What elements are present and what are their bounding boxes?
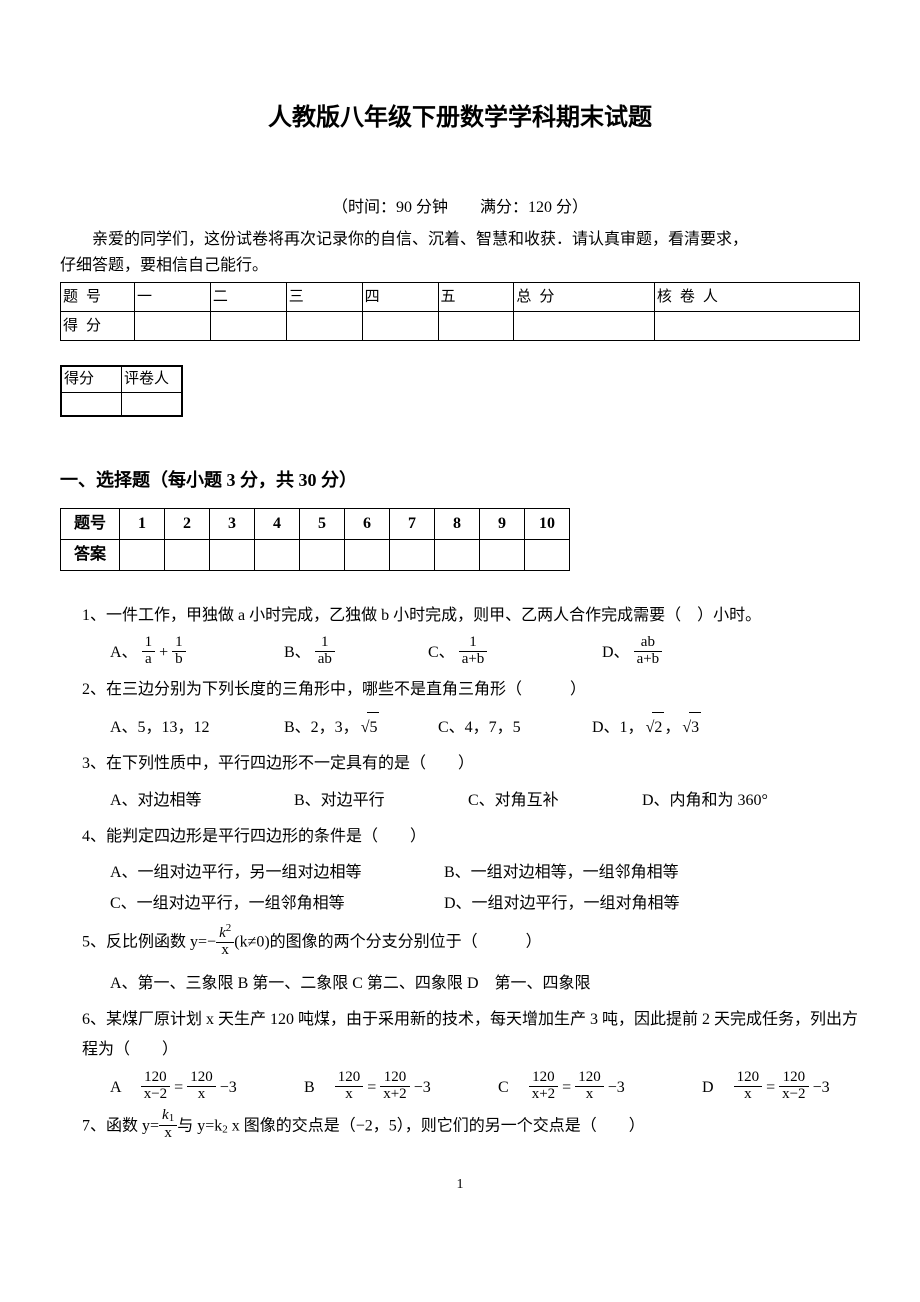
answer-header-label: 题号 (61, 508, 120, 539)
score-col-2: 二 (210, 283, 286, 312)
score-col-5: 五 (438, 283, 514, 312)
question-4-options: A、一组对边平行，另一组对边相等 B、一组对边相等，一组邻角相等 C、一组对边平… (110, 858, 860, 919)
question-3: 3、在下列性质中，平行四边形不一定具有的是（ ） (82, 749, 860, 779)
score-col-checker: 核卷人 (654, 283, 859, 312)
question-2: 2、在三边分别为下列长度的三角形中，哪些不是直角三角形（ ） (82, 675, 860, 705)
question-4: 4、能判定四边形是平行四边形的条件是（ ） (82, 822, 860, 852)
grader-person-label: 评卷人 (122, 366, 183, 392)
exam-meta: （时间：90 分钟 满分：120 分） (60, 196, 860, 220)
question-3-options: A、对边相等 B、对边平行 C、对角互补 D、内角和为 360° (110, 786, 860, 816)
question-6: 6、某煤厂原计划 x 天生产 120 吨煤，由于采用新的技术，每天增加生产 3 … (82, 1005, 860, 1066)
page-number: 1 (60, 1174, 860, 1195)
intro-line-1: 亲爱的同学们，这份试卷将再次记录你的自信、沉着、智慧和收获．请认真审题，看清要求… (60, 228, 860, 252)
grader-score-label: 得分 (61, 366, 122, 392)
page-title: 人教版八年级下册数学学科期末试题 (60, 100, 860, 136)
question-2-options: A、5，13，12 B、2，3，5 C、4，7，5 D、1，2，3 (110, 712, 860, 743)
question-7: 7、函数 y=k1x与 y=k2 x 图像的交点是（−2，5），则它们的另一个交… (82, 1110, 860, 1143)
score-col-3: 三 (286, 283, 362, 312)
question-1-options: A、 1a + 1b B、 1ab C、 1a+b D、 aba+b (110, 637, 860, 670)
question-6-options: A 120x−2 = 120x −3 B 120x = 120x+2 −3 C … (110, 1072, 860, 1105)
section-1-heading: 一、选择题（每小题 3 分，共 30 分） (60, 467, 860, 494)
answer-row-label: 答案 (61, 539, 120, 570)
score-col-4: 四 (362, 283, 438, 312)
question-5: 5、反比例函数 y=−k2x(k≠0)的图像的两个分支分别位于（ ） (82, 925, 860, 961)
question-5-options: A、第一、三象限 B 第一、二象限 C 第二、四象限 D 第一、四象限 (110, 969, 860, 999)
score-row2-label: 得分 (61, 312, 135, 341)
answer-sheet-table: 题号 1 2 3 4 5 6 7 8 9 10 答案 (60, 508, 570, 571)
score-col-1: 一 (135, 283, 211, 312)
grader-table: 得分 评卷人 (60, 365, 183, 417)
question-1: 1、一件工作，甲独做 a 小时完成，乙独做 b 小时完成，则甲、乙两人合作完成需… (82, 601, 860, 631)
score-col-total: 总分 (514, 283, 654, 312)
intro-line-2: 仔细答题，要相信自己能行。 (60, 254, 860, 278)
score-summary-table: 题号 一 二 三 四 五 总分 核卷人 得分 (60, 282, 860, 341)
score-row-label: 题号 (61, 283, 135, 312)
